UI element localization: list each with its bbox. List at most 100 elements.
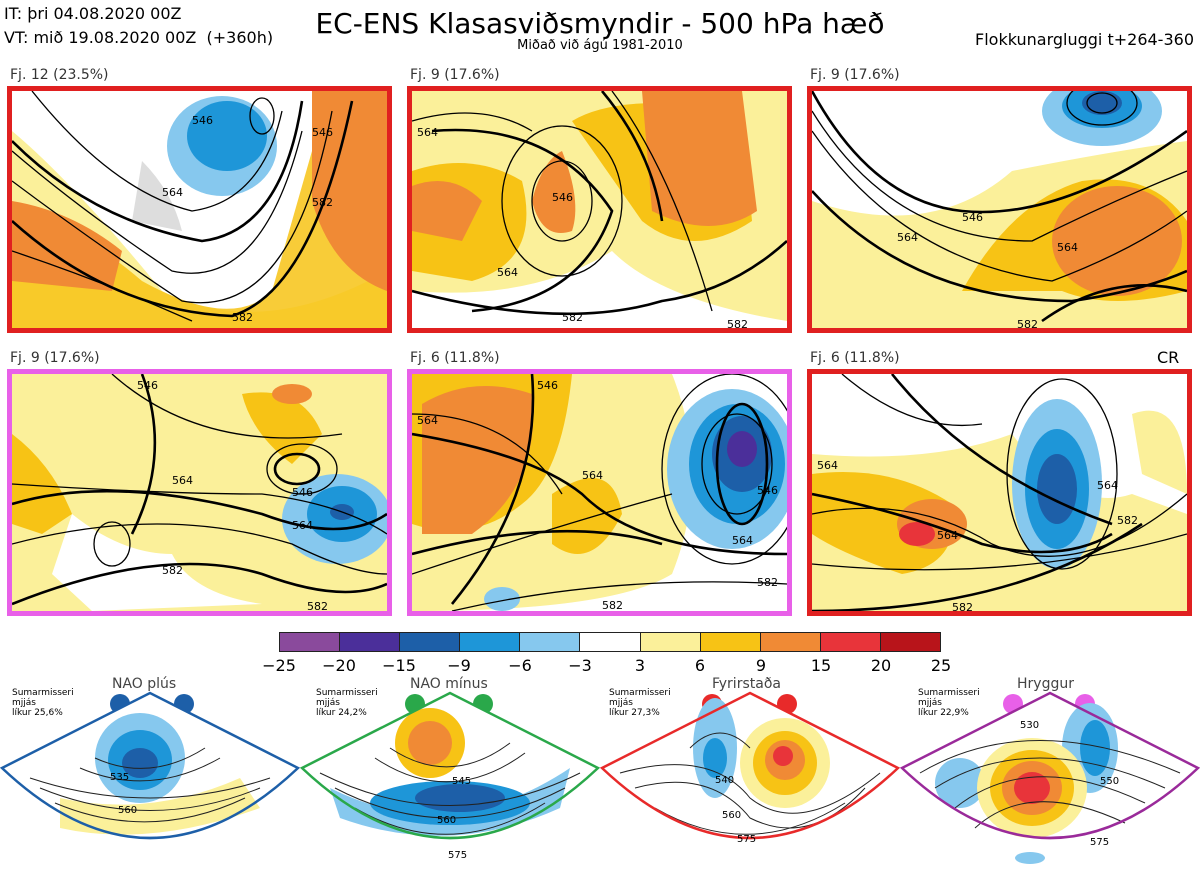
contour-label: 575 (737, 834, 756, 845)
legend-swatch (400, 633, 461, 651)
map-field-3: 546 564 564 582 (812, 91, 1187, 328)
legend-tick: −6 (508, 656, 532, 675)
cluster-map-6: 564 564 564 582 582 (807, 369, 1192, 616)
contour-label: 550 (1100, 776, 1119, 787)
contour-label: 564 (417, 126, 438, 139)
cluster-map-3: 546 564 564 582 (807, 86, 1192, 333)
regime-map-nao-minus: 545 560 575 (300, 691, 600, 861)
legend-tick: 25 (930, 656, 952, 675)
regime-map-blocking: 540 560 575 (600, 691, 900, 845)
contour-label: 582 (562, 311, 583, 324)
regime-note: Sumarmisseri mjjás líkur 25,6% (12, 688, 74, 718)
regime-note: Sumarmisseri mjjás líkur 27,3% (609, 688, 671, 718)
contour-label: 560 (437, 815, 456, 826)
page-subtitle: Miðað við ágú 1981-2010 (517, 38, 683, 53)
contour-label: 582 (602, 599, 623, 611)
legend-swatch (640, 633, 701, 651)
contour-label: 582 (232, 311, 253, 324)
panel-label: Fj. 12 (23.5%) (10, 67, 109, 83)
legend-swatch (880, 633, 941, 651)
map-field-5: 564 546 564 546 564 582 582 (412, 374, 787, 611)
valid-time: VT: mið 19.08.2020 00Z (+360h) (4, 28, 274, 47)
contour-label: 564 (732, 534, 753, 547)
contour-label: 535 (110, 772, 129, 783)
contour-label: 564 (172, 474, 193, 487)
issue-time: IT: þri 04.08.2020 00Z (4, 4, 182, 23)
legend-swatch (700, 633, 761, 651)
legend-tick: 20 (870, 656, 892, 675)
contour-label: 582 (727, 318, 748, 328)
contour-label: 564 (417, 414, 438, 427)
regime-note: Sumarmisseri mjjás líkur 22,9% (918, 688, 980, 718)
legend-swatch (820, 633, 881, 651)
contour-label: 564 (937, 529, 958, 542)
legend-tick: 3 (634, 656, 646, 675)
legend-tick: −25 (262, 656, 296, 675)
contour-label: 582 (952, 601, 973, 611)
contour-label: 564 (497, 266, 518, 279)
contour-label: 575 (448, 850, 467, 861)
legend-tick: 6 (694, 656, 706, 675)
legend-swatch (280, 633, 341, 651)
regime-title: NAO plús (112, 676, 177, 692)
page-title: EC-ENS Klasasviðsmyndir - 500 hPa hæð (315, 7, 885, 40)
contour-label: 564 (162, 186, 183, 199)
cluster-map-5: 564 546 564 546 564 582 582 (407, 369, 792, 616)
contour-label: 546 (312, 126, 333, 139)
contour-label: 564 (1057, 241, 1078, 254)
contour-label: 546 (292, 486, 313, 499)
contour-label: 560 (118, 805, 137, 816)
contour-label: 575 (1090, 837, 1109, 848)
legend-tick: −15 (382, 656, 416, 675)
contour-label: 546 (537, 379, 558, 392)
contour-label: 546 (192, 114, 213, 127)
contour-label: 546 (757, 484, 778, 497)
cr-label: CR (1157, 348, 1180, 367)
legend-swatch (460, 633, 521, 651)
map-field-6: 564 564 564 582 582 (812, 374, 1187, 611)
regime-title: Fyrirstaða (712, 676, 781, 692)
contour-label: 582 (1017, 318, 1038, 328)
legend-tick: 9 (755, 656, 767, 675)
map-field-4: 546 564 564 546 582 582 (12, 374, 387, 611)
regime-title: Hryggur (1017, 676, 1074, 692)
regime-map-nao-plus: 535 560 (0, 691, 300, 840)
panel-label: Fj. 9 (17.6%) (410, 67, 500, 83)
contour-label: 546 (552, 191, 573, 204)
contour-label: 564 (582, 469, 603, 482)
contour-label: 545 (452, 776, 471, 787)
panel-label: Fj. 9 (17.6%) (810, 67, 900, 83)
map-field-2: 564 546 564 582 582 (412, 91, 787, 328)
contour-label: 582 (307, 600, 328, 611)
contour-label: 582 (757, 576, 778, 589)
contour-label: 560 (722, 810, 741, 821)
legend-tick: −3 (568, 656, 592, 675)
legend-swatch (760, 633, 821, 651)
classification-window: Flokkunargluggi t+264-360 (975, 30, 1194, 49)
legend-swatch (520, 633, 581, 651)
legend-tick: −20 (322, 656, 356, 675)
color-legend (279, 632, 941, 652)
contour-label: 582 (1117, 514, 1138, 527)
contour-label: 564 (292, 519, 313, 532)
cluster-map-2: 564 546 564 582 582 (407, 86, 792, 333)
contour-label: 564 (897, 231, 918, 244)
legend-tick: 15 (810, 656, 832, 675)
panel-label: Fj. 9 (17.6%) (10, 350, 100, 366)
contour-label: 564 (1097, 479, 1118, 492)
regime-map-ridge: 530 550 575 (900, 691, 1200, 864)
contour-label: 530 (1020, 720, 1039, 731)
panel-label: Fj. 6 (11.8%) (410, 350, 500, 366)
contour-label: 582 (162, 564, 183, 577)
contour-label: 564 (817, 459, 838, 472)
regime-title: NAO mínus (410, 676, 488, 692)
cluster-map-4: 546 564 564 546 582 582 (7, 369, 392, 616)
contour-label: 546 (962, 211, 983, 224)
legend-tick: −9 (447, 656, 471, 675)
cluster-map-1: 546 564 582 582 546 (7, 86, 392, 333)
panel-label: Fj. 6 (11.8%) (810, 350, 900, 366)
legend-swatch (580, 633, 641, 651)
contour-label: 540 (715, 775, 734, 786)
map-field-1: 546 564 582 582 546 (12, 91, 387, 328)
contour-label: 582 (312, 196, 333, 209)
